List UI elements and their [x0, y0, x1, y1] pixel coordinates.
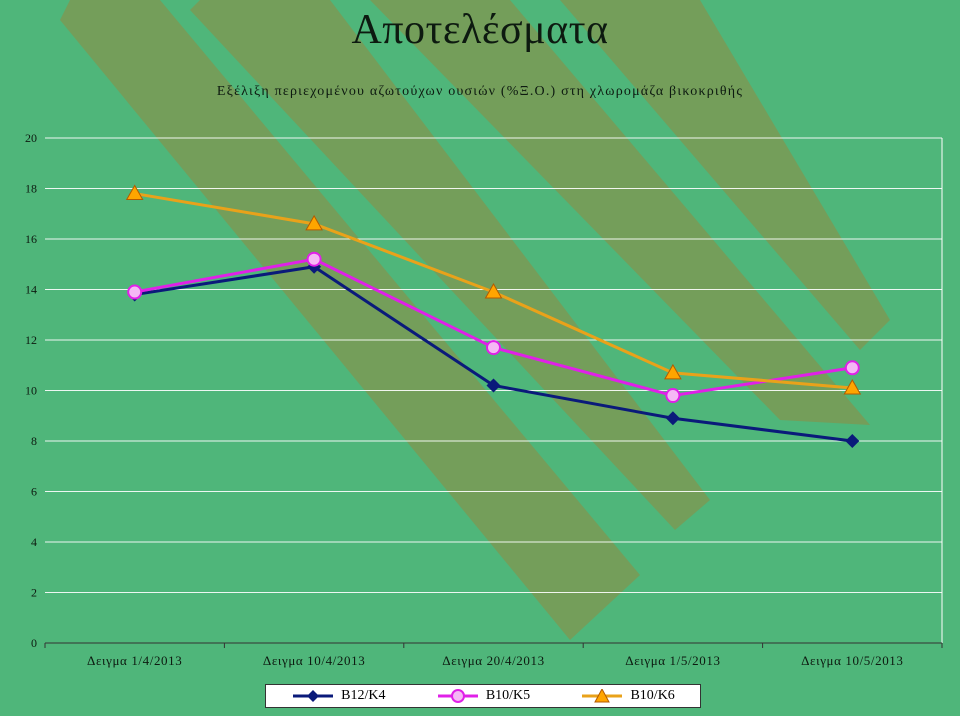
y-tick-label: 4	[31, 535, 37, 549]
x-tick-label: Δειγμα 1/5/2013	[625, 653, 720, 668]
data-point-b10-k5	[306, 251, 322, 267]
data-point-b10-k5	[486, 340, 501, 356]
data-point-b10-k6	[843, 378, 862, 395]
diamond-marker-icon	[293, 690, 334, 702]
chart-legend: B12/K4 B10/K5 B10/K6	[265, 684, 701, 708]
y-tick-label: 6	[31, 485, 37, 499]
data-point-b10-k6	[125, 184, 144, 201]
y-tick-label: 8	[31, 434, 37, 448]
legend-label-b10k5: B10/K5	[485, 688, 531, 703]
data-point-b10-k6	[484, 283, 503, 299]
legend-label-b12k4: B12/K4	[341, 688, 386, 703]
legend-label-b10k6: B10/K6	[630, 688, 675, 703]
y-tick-label: 18	[25, 182, 37, 196]
triangle-marker-icon	[582, 689, 623, 703]
y-tick-label: 14	[25, 283, 37, 297]
legend-item-b12k4: B12/K4	[291, 688, 386, 704]
y-tick-label: 20	[25, 131, 37, 145]
page-title: Αποτελέσματα	[351, 7, 609, 53]
series-line-b10-k5	[134, 257, 853, 398]
data-point-b10-k6	[305, 214, 323, 231]
legend-item-b10k5: B10/K5	[436, 688, 530, 704]
x-tick-label: Δειγμα 10/4/2013	[263, 653, 365, 668]
x-tick-label: Δειγμα 1/4/2013	[87, 653, 182, 668]
x-tick-label: Δειγμα 10/5/2013	[801, 653, 903, 668]
legend-item-b10k6: B10/K6	[580, 688, 675, 704]
y-tick-label: 0	[31, 636, 37, 650]
data-point-b10-k5	[844, 360, 860, 376]
data-point-b10-k5	[127, 284, 143, 300]
y-tick-label: 16	[25, 232, 37, 246]
y-tick-label: 2	[31, 586, 37, 600]
circle-marker-icon	[437, 689, 478, 703]
chart-subtitle: Εξέλιξη περιεχομένου αζωτούχων ουσιών (%…	[216, 84, 744, 99]
y-tick-label: 10	[25, 384, 37, 398]
data-point-b12-k4	[665, 411, 680, 426]
y-tick-label: 12	[25, 333, 37, 347]
data-point-b12-k4	[845, 434, 860, 448]
x-tick-label: Δειγμα 20/4/2013	[442, 653, 544, 668]
data-point-b10-k5	[665, 388, 681, 404]
data-point-b12-k4	[486, 378, 501, 393]
data-point-b10-k6	[664, 363, 682, 380]
